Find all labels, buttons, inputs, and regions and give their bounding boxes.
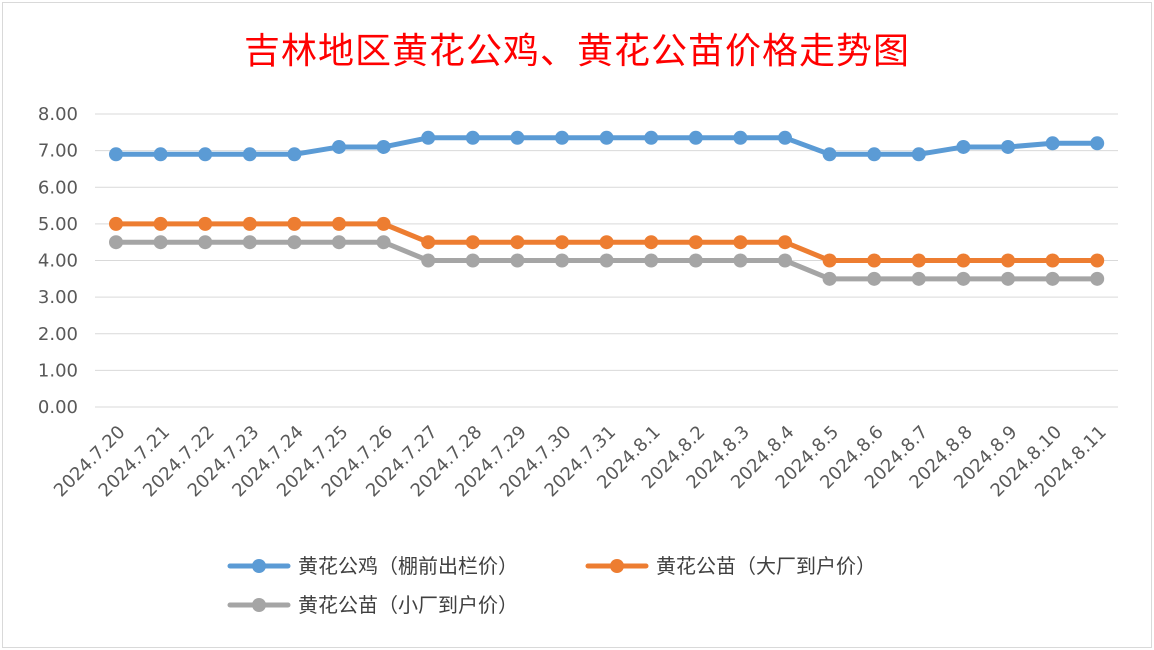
data-point (867, 271, 882, 286)
y-tick-label: 6.00 (38, 177, 78, 198)
data-point (688, 130, 703, 145)
data-point (867, 253, 882, 268)
data-point (510, 235, 525, 250)
data-point (1090, 136, 1105, 151)
data-point (1001, 253, 1015, 268)
data-point (109, 216, 123, 231)
data-point (465, 130, 480, 145)
data-point (688, 235, 703, 250)
y-tick-label: 7.00 (38, 141, 78, 162)
data-point (421, 130, 436, 145)
y-axis-ticks: 0.00 1.00 2.00 3.00 4.00 5.00 6.00 7.00 8.00 (38, 104, 78, 418)
data-point (332, 235, 346, 250)
legend-item: 黄花公苗（大厂到户价） (585, 554, 876, 578)
legend-swatch-marker (252, 598, 266, 612)
data-point (822, 147, 837, 162)
data-point (465, 235, 480, 250)
y-tick-label: 5.00 (38, 214, 78, 235)
data-point (733, 235, 748, 250)
data-point (1090, 253, 1105, 268)
chart-title: 吉林地区黄花公鸡、黄花公苗价格走势图 (243, 31, 910, 72)
data-point (421, 235, 436, 250)
data-point (778, 253, 792, 268)
data-point (421, 253, 436, 268)
data-point (644, 253, 659, 268)
data-point (1045, 271, 1060, 286)
data-point (867, 147, 882, 162)
legend-label: 黄花公鸡（棚前出栏价） (298, 554, 518, 578)
data-point (733, 253, 748, 268)
data-point (198, 235, 213, 250)
series-1 (109, 130, 1105, 162)
data-point (510, 130, 525, 145)
series-2 (109, 216, 1105, 268)
data-point (956, 253, 971, 268)
data-point (1045, 136, 1060, 151)
data-point (465, 253, 480, 268)
data-point (599, 235, 614, 250)
data-point (287, 216, 302, 231)
data-point (153, 235, 168, 250)
y-tick-label: 8.00 (38, 104, 78, 125)
data-point (109, 235, 123, 250)
data-point (287, 147, 302, 162)
y-tick-label: 3.00 (38, 287, 78, 308)
data-point (555, 130, 569, 145)
data-point (242, 147, 257, 162)
data-point (599, 130, 614, 145)
y-tick-label: 2.00 (38, 324, 78, 345)
data-point (555, 253, 569, 268)
data-point (778, 235, 792, 250)
data-point (510, 253, 525, 268)
series-lines (109, 130, 1105, 286)
data-point (599, 253, 614, 268)
x-axis-ticks: 2024.7.202024.7.212024.7.222024.7.232024… (50, 422, 1111, 502)
data-point (555, 235, 569, 250)
data-point (198, 147, 213, 162)
y-tick-label: 4.00 (38, 251, 78, 272)
legend-label: 黄花公苗（大厂到户价） (656, 554, 876, 578)
legend-swatch-marker (252, 559, 266, 573)
data-point (822, 253, 837, 268)
data-point (287, 235, 302, 250)
data-point (153, 147, 168, 162)
legend-item: 黄花公苗（小厂到户价） (227, 593, 518, 617)
data-point (242, 216, 257, 231)
data-point (911, 253, 926, 268)
y-tick-label: 1.00 (38, 360, 78, 381)
data-point (822, 271, 837, 286)
data-point (733, 130, 748, 145)
data-point (332, 139, 346, 154)
data-point (242, 235, 257, 250)
data-point (376, 235, 391, 250)
data-point (911, 147, 926, 162)
data-point (376, 216, 391, 231)
series-3 (109, 235, 1105, 286)
data-point (778, 130, 792, 145)
data-point (376, 139, 391, 154)
data-point (153, 216, 168, 231)
data-point (1045, 253, 1060, 268)
data-point (198, 216, 213, 231)
data-point (644, 130, 659, 145)
y-tick-label: 0.00 (38, 397, 78, 418)
legend-item: 黄花公鸡（棚前出栏价） (227, 554, 518, 578)
data-point (644, 235, 659, 250)
legend: 黄花公鸡（棚前出栏价） 黄花公苗（大厂到户价） 黄花公苗（小厂到户价） (227, 554, 876, 617)
data-point (956, 271, 971, 286)
data-point (956, 139, 971, 154)
data-point (1090, 271, 1105, 286)
data-point (109, 147, 123, 162)
data-point (1001, 271, 1015, 286)
legend-label: 黄花公苗（小厂到户价） (298, 593, 518, 617)
data-point (911, 271, 926, 286)
data-point (688, 253, 703, 268)
data-point (1001, 139, 1015, 154)
data-point (332, 216, 346, 231)
legend-swatch-marker (610, 559, 624, 573)
